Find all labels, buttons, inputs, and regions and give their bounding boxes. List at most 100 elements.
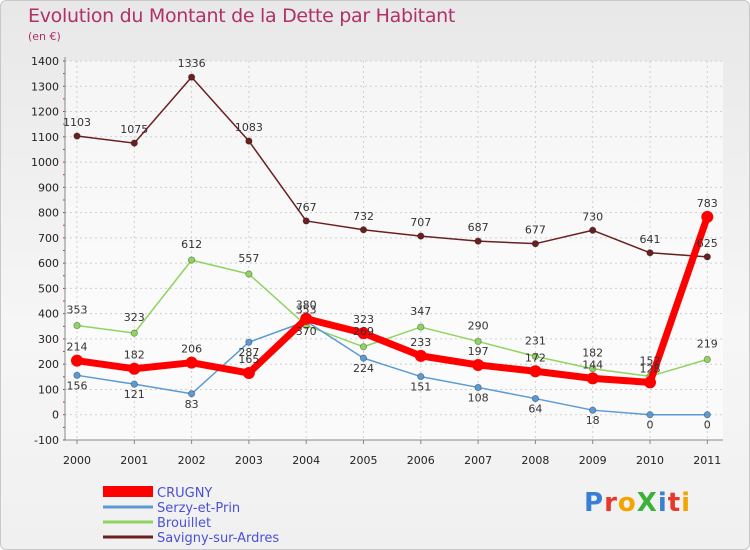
data-point: [130, 139, 138, 147]
data-point: [474, 337, 482, 346]
data-point: [71, 354, 83, 367]
data-label: 121: [124, 388, 145, 401]
data-label: 677: [525, 224, 546, 237]
x-tick-label: 2000: [63, 454, 91, 467]
data-label: 353: [67, 304, 88, 317]
y-tick-label: 800: [38, 207, 59, 220]
data-point: [531, 240, 540, 248]
data-label: 182: [582, 347, 603, 360]
data-point: [73, 371, 81, 379]
data-label: 1075: [120, 123, 148, 136]
data-label: 323: [124, 311, 145, 324]
data-point: [188, 256, 196, 264]
unit-label: (en €): [28, 30, 61, 43]
data-point: [586, 372, 599, 385]
x-tick-label: 2007: [464, 454, 492, 467]
data-label: 83: [185, 398, 199, 411]
data-label: 152: [640, 354, 661, 367]
data-point: [359, 343, 368, 351]
data-point: [128, 362, 141, 375]
data-point: [73, 321, 81, 330]
y-tick-label: 1100: [31, 131, 59, 144]
data-label: 323: [353, 313, 374, 326]
y-tick-label: 500: [38, 282, 59, 295]
data-point: [73, 132, 81, 140]
proxiti-logo: ProXiti: [584, 488, 692, 518]
x-tick-label: 2008: [521, 454, 549, 467]
legend-label: Serzy-et-Prin: [157, 501, 240, 516]
data-point: [185, 356, 198, 369]
series-line-0: [73, 213, 711, 386]
x-tick-label: 2004: [292, 454, 320, 467]
y-tick-label: 900: [38, 181, 59, 194]
data-point: [703, 253, 711, 261]
data-label: 380: [296, 299, 317, 312]
x-tick-label: 2009: [579, 454, 607, 467]
data-point: [531, 352, 540, 360]
data-label: 0: [647, 419, 654, 432]
data-point: [474, 383, 482, 392]
y-tick-label: 1400: [31, 55, 59, 68]
data-label: 172: [525, 351, 546, 364]
legend-label: Brouillet: [157, 516, 211, 531]
data-label: 557: [238, 252, 259, 265]
data-point: [474, 237, 482, 245]
data-point: [245, 137, 253, 145]
data-label: 214: [67, 341, 88, 354]
y-tick-label: 1300: [31, 80, 59, 93]
data-point: [417, 372, 425, 381]
data-point: [701, 210, 714, 223]
data-point: [245, 270, 253, 278]
data-label: 1336: [178, 57, 206, 70]
y-tick-label: 300: [38, 333, 59, 346]
data-label: 224: [353, 362, 374, 375]
data-label: 730: [582, 210, 603, 223]
data-label: 18: [586, 414, 600, 427]
data-label: 783: [697, 197, 718, 210]
series-line-2: [76, 259, 709, 378]
data-point: [414, 349, 427, 362]
legend-swatch: [103, 486, 153, 497]
data-label: 151: [410, 381, 431, 394]
data-point: [646, 249, 654, 257]
series-line-1: [76, 320, 709, 416]
series-line-3: [76, 76, 709, 258]
data-label: 206: [181, 343, 202, 356]
data-label: 767: [296, 201, 317, 214]
data-point: [245, 338, 253, 346]
data-label: 707: [410, 216, 431, 229]
data-label: 1083: [235, 121, 263, 134]
data-point: [417, 323, 425, 331]
data-label: 1103: [63, 116, 91, 129]
data-label: 353: [296, 304, 317, 317]
data-label: 641: [640, 233, 661, 246]
data-label: 128: [640, 362, 661, 375]
data-label: 182: [124, 349, 145, 362]
y-tick-label: 700: [38, 232, 59, 245]
data-label: 287: [238, 346, 259, 359]
data-label: 156: [67, 379, 88, 392]
data-point: [589, 226, 597, 234]
x-tick-label: 2001: [120, 454, 148, 467]
y-tick-label: -100: [34, 434, 59, 447]
data-point: [359, 226, 368, 234]
data-point: [302, 217, 310, 225]
data-label: 64: [528, 403, 542, 416]
data-label: 197: [468, 345, 489, 358]
legend-swatch: [103, 520, 153, 524]
x-tick-label: 2010: [636, 454, 664, 467]
data-point: [300, 312, 313, 325]
legend-label: Savigny-sur-Ardres: [157, 531, 279, 546]
data-label: 144: [582, 358, 603, 371]
data-point: [188, 73, 196, 81]
y-tick-label: 400: [38, 308, 59, 321]
data-point: [417, 232, 425, 240]
y-tick-label: 100: [38, 383, 59, 396]
chart-title: Evolution du Montant de la Dette par Hab…: [28, 5, 456, 27]
data-point: [703, 355, 711, 363]
legend-swatch: [103, 535, 153, 539]
x-tick-label: 2002: [178, 454, 206, 467]
data-point: [130, 329, 138, 337]
